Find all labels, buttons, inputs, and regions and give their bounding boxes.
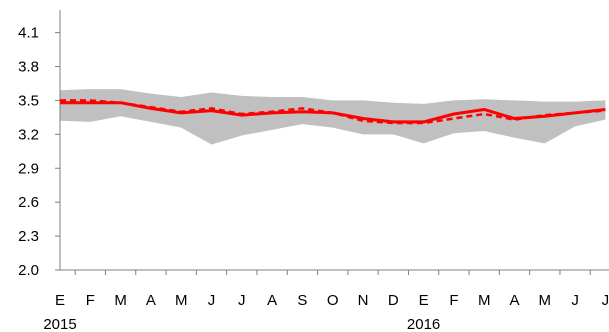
line-layer [60,99,606,125]
y-tick-label: 3.8 [18,59,39,76]
y-tick-label: 3.5 [18,92,39,109]
x-tick-label: M [478,292,491,309]
y-tick-label: 2.6 [18,194,39,211]
y-ticks: 2.0 2.3 2.6 2.9 3.2 3.5 3.8 4.1 [18,25,60,279]
x-tick-label: O [327,292,339,309]
x-ticks: E F M A M J J A S O N D E F M A M J J 2015 2016 [43,270,609,332]
x-tick-label: M [114,292,127,309]
x-tick-label: M [539,292,552,309]
range-band [60,89,606,145]
y-tick-label: 3.2 [18,126,39,143]
x-tick-label: D [388,292,399,309]
x-tick-label: E [55,292,65,309]
x-tick-label: J [571,292,579,309]
x-tick-label: A [146,292,156,309]
x-tick-label: A [267,292,277,309]
x-tick-label: J [602,292,609,309]
x-tick-label: J [238,292,246,309]
x-tick-label: F [449,292,458,309]
x-year-label: 2015 [43,316,76,332]
x-tick-label: A [509,292,519,309]
y-tick-label: 4.1 [18,25,39,42]
band-layer [60,89,606,145]
x-tick-label: E [419,292,429,309]
y-tick-label: 2.9 [18,160,39,177]
x-tick-label: M [175,292,188,309]
x-tick-label: N [358,292,369,309]
dashed-series-line [60,99,606,125]
y-tick-label: 2.3 [18,228,39,245]
x-tick-label: J [208,292,216,309]
y-tick-label: 2.0 [18,262,39,279]
x-year-label: 2016 [407,316,440,332]
x-tick-label: S [297,292,307,309]
x-tick-label: F [86,292,95,309]
axis-layer [59,10,609,271]
